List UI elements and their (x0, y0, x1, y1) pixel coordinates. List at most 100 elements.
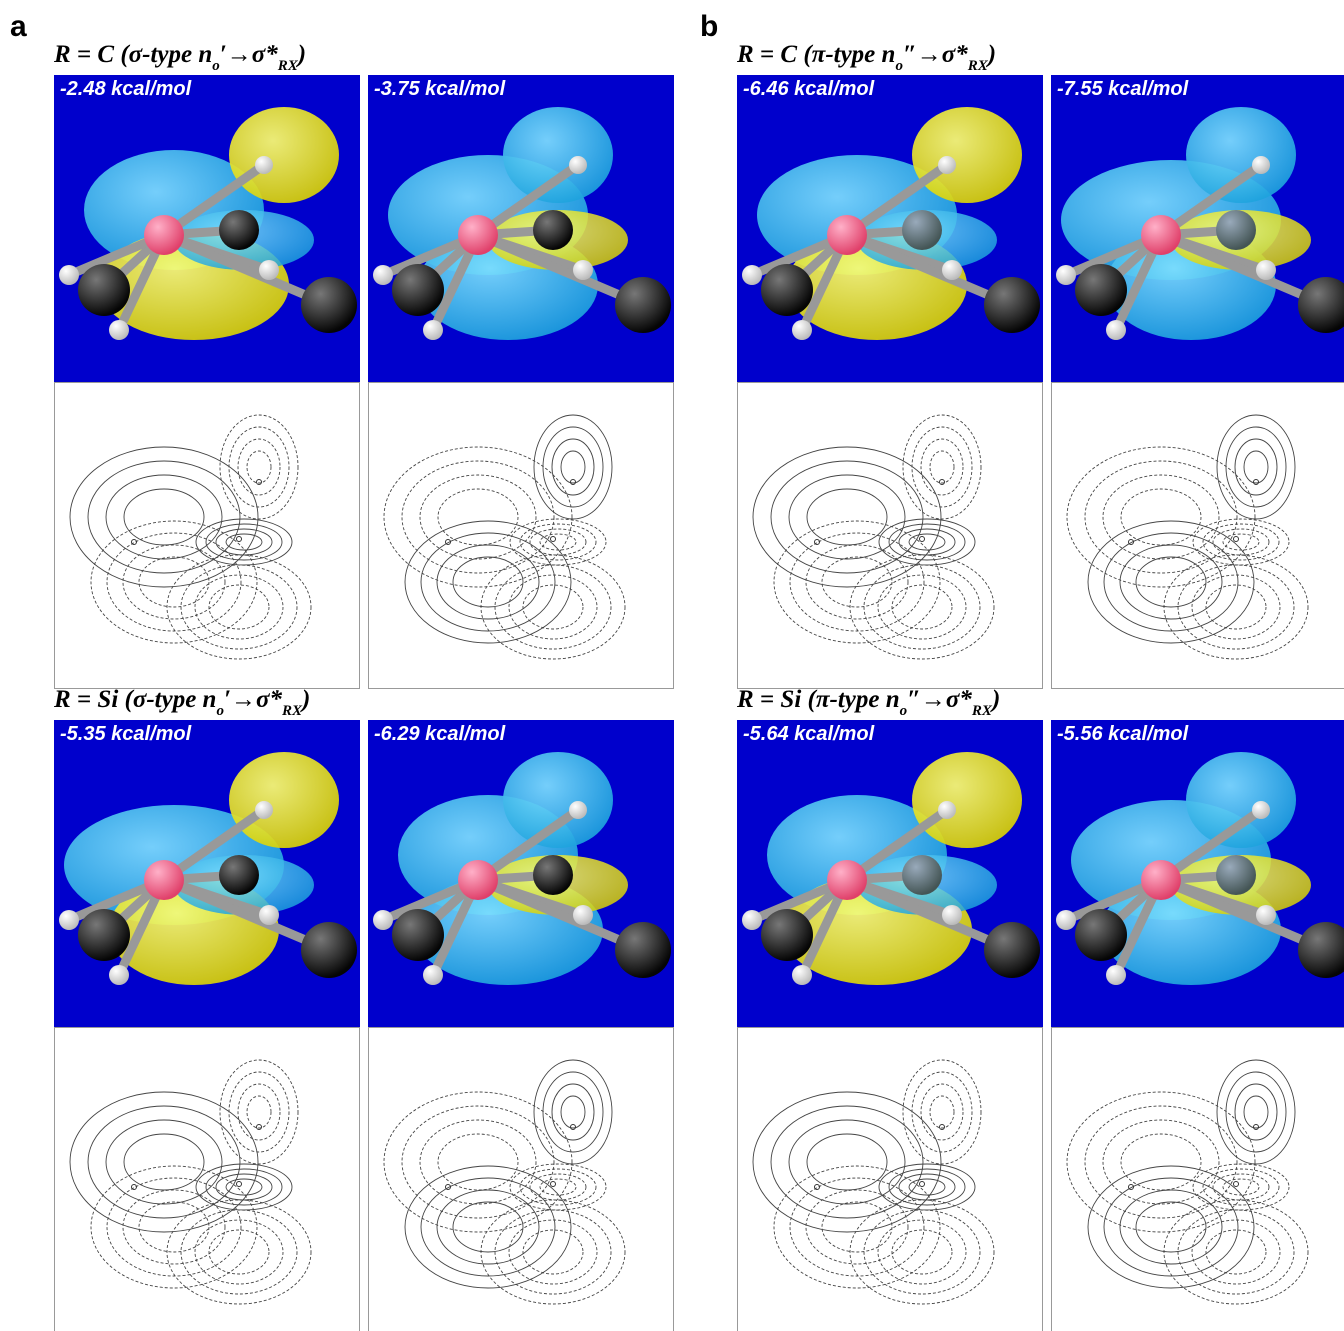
atom (902, 855, 942, 895)
panel (369, 1028, 674, 1331)
heading-part: o (900, 703, 908, 719)
heading-part: ) (990, 686, 1000, 713)
energy-label: -5.56 kcal/mol (1057, 723, 1189, 745)
panel: -6.46 kcal/mol (737, 75, 1043, 382)
panel (55, 1028, 360, 1331)
atom (792, 965, 812, 985)
atom (392, 264, 444, 316)
panel: -3.75 kcal/mol (368, 75, 674, 382)
atom (984, 277, 1040, 333)
atom (1075, 909, 1127, 961)
heading-part: ′→σ* (224, 686, 283, 713)
atom (1056, 910, 1076, 930)
panel-letter: a (10, 10, 27, 43)
panel: -7.55 kcal/mol (1051, 75, 1344, 382)
contour-plot (1052, 383, 1344, 689)
atom (827, 215, 867, 255)
atom (938, 156, 956, 174)
heading-part: R = C (π-type n (736, 41, 895, 68)
atom (984, 922, 1040, 978)
energy-label: -3.75 kcal/mol (374, 78, 506, 100)
energy-label: -5.64 kcal/mol (743, 723, 875, 745)
atom (761, 909, 813, 961)
panel (369, 383, 674, 689)
panel: -5.56 kcal/mol (1051, 720, 1344, 1027)
atom (219, 855, 259, 895)
energy-label: -2.48 kcal/mol (60, 78, 192, 100)
atom (144, 215, 184, 255)
panel (738, 383, 1043, 689)
contour-plot (369, 1028, 674, 1331)
lobe (503, 107, 613, 203)
atom (942, 260, 962, 280)
atom (827, 860, 867, 900)
lobe (912, 752, 1022, 848)
atom (1216, 855, 1256, 895)
heading-part: RX (971, 703, 993, 719)
atom (938, 801, 956, 819)
contour-plot (738, 1028, 1043, 1331)
atom (615, 922, 671, 978)
heading-part: RX (281, 703, 303, 719)
atom (1216, 210, 1256, 250)
atom (59, 265, 79, 285)
atom (423, 965, 443, 985)
atom (109, 320, 129, 340)
heading-part: o (212, 58, 220, 74)
row-heading: R = Si (π-type no″→σ*RX) (736, 686, 1000, 719)
atom (458, 860, 498, 900)
heading-part: RX (277, 58, 299, 74)
atom (615, 277, 671, 333)
lobe (912, 107, 1022, 203)
atom (1106, 965, 1126, 985)
atom (942, 905, 962, 925)
atom (1256, 260, 1276, 280)
atom (373, 265, 393, 285)
panel (738, 1028, 1043, 1331)
panel: -5.64 kcal/mol (737, 720, 1043, 1027)
atom (423, 320, 443, 340)
contour-plot (55, 383, 360, 689)
panel (1052, 1028, 1344, 1331)
atom (301, 277, 357, 333)
atom (109, 965, 129, 985)
lobe (229, 752, 339, 848)
heading-part: ) (296, 41, 306, 68)
atom (255, 156, 273, 174)
row-heading: R = C (σ-type no′→σ*RX) (53, 41, 306, 74)
atom (792, 320, 812, 340)
atom (1252, 156, 1270, 174)
atom (255, 801, 273, 819)
atom (392, 909, 444, 961)
lobe (1186, 107, 1296, 203)
contour-plot (1052, 1028, 1344, 1331)
atom (1256, 905, 1276, 925)
energy-label: -7.55 kcal/mol (1057, 78, 1189, 100)
atom (1075, 264, 1127, 316)
heading-part: o (216, 703, 224, 719)
contour-plot (369, 383, 674, 689)
panel: -2.48 kcal/mol (54, 75, 360, 382)
atom (78, 264, 130, 316)
atom (573, 905, 593, 925)
heading-part: ) (986, 41, 996, 68)
panel-letter: b (700, 10, 718, 43)
atom (533, 855, 573, 895)
heading-part: ) (300, 686, 310, 713)
panel (1052, 383, 1344, 689)
atom (458, 215, 498, 255)
heading-part: ″→σ* (907, 686, 972, 713)
row-heading: R = Si (σ-type no′→σ*RX) (53, 686, 310, 719)
atom (78, 909, 130, 961)
energy-label: -6.29 kcal/mol (374, 723, 506, 745)
figure: a R = C (σ-type no′→σ*RX) -2.48 kcal/mol -3… (0, 0, 1344, 1331)
heading-part: RX (967, 58, 989, 74)
contour-plot (55, 1028, 360, 1331)
atom (373, 910, 393, 930)
lobe (503, 752, 613, 848)
atom (573, 260, 593, 280)
heading-part: ′→σ* (220, 41, 279, 68)
lobe (1186, 752, 1296, 848)
atom (742, 265, 762, 285)
atom (1141, 860, 1181, 900)
